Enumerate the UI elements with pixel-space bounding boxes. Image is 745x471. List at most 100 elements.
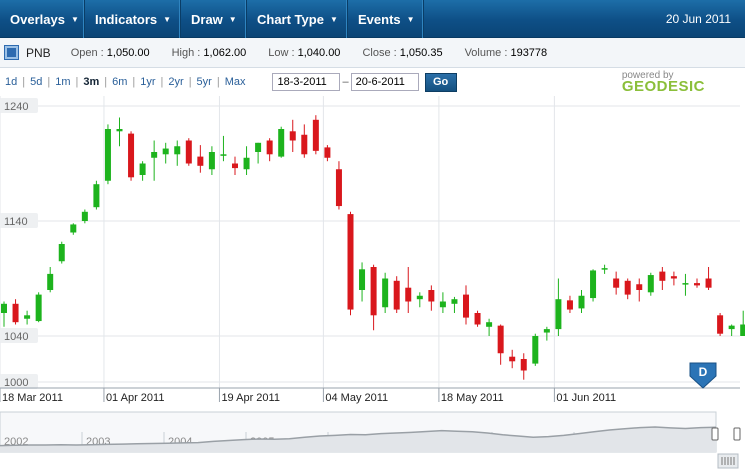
candle-body bbox=[474, 313, 481, 325]
to-date-input[interactable] bbox=[350, 73, 419, 91]
candle-body bbox=[439, 301, 446, 308]
volume-label: Volume : bbox=[464, 46, 508, 59]
candle-body bbox=[104, 129, 111, 181]
candle-body bbox=[324, 147, 331, 158]
candle-body bbox=[174, 146, 181, 155]
y-tick-label: 1240 bbox=[4, 101, 28, 113]
navigator-area bbox=[0, 427, 716, 452]
navigator-handle-right[interactable] bbox=[733, 427, 741, 441]
chevron-down-icon: ▼ bbox=[329, 14, 338, 24]
low-label: Low : bbox=[268, 46, 295, 59]
menu-chart-type[interactable]: Chart Type ▼ bbox=[247, 0, 348, 38]
candle-body bbox=[428, 290, 435, 302]
candle-body bbox=[232, 163, 238, 169]
candle-body bbox=[578, 295, 585, 309]
range-6m[interactable]: 6m bbox=[112, 76, 128, 88]
y-axis: 1000 1040 1140 1240 bbox=[0, 98, 38, 389]
candle-body bbox=[393, 280, 400, 310]
candle-body bbox=[613, 278, 620, 288]
geodesic-logo: GEODESIC bbox=[621, 78, 705, 95]
range-5d[interactable]: 5d bbox=[30, 76, 43, 88]
range-1m[interactable]: 1m bbox=[55, 76, 71, 88]
candle-body bbox=[220, 154, 227, 156]
y-tick-box bbox=[0, 328, 38, 343]
menu-label: Chart Type bbox=[257, 11, 324, 27]
menu-label: Indicators bbox=[95, 11, 158, 27]
candle-body bbox=[566, 300, 573, 310]
series-color-swatch[interactable] bbox=[4, 45, 19, 60]
y-tick-box bbox=[0, 213, 38, 228]
candle-body bbox=[208, 152, 215, 170]
navigator-line bbox=[0, 426, 717, 447]
candle-body bbox=[347, 214, 354, 310]
x-tick-label: 01 Jun 2011 bbox=[556, 392, 616, 404]
navigator-panel[interactable]: 200220032004200520062007200820092010 bbox=[0, 411, 741, 469]
candle-body bbox=[93, 184, 100, 208]
candle-body bbox=[636, 284, 643, 290]
menu-label: Draw bbox=[191, 11, 223, 27]
menu-overlays[interactable]: Overlays ▼ bbox=[0, 0, 85, 38]
range-3m[interactable]: 3m bbox=[83, 76, 100, 88]
menu-bar: Overlays ▼ Indicators ▼ Draw ▼ Chart Type ▼ … bbox=[0, 0, 745, 38]
x-axis: 18 Mar 2011 01 Apr 2011 19 Apr 2011 04 May … bbox=[0, 387, 740, 404]
candle-body bbox=[717, 315, 724, 334]
open-value: 1,050.00 bbox=[106, 46, 150, 59]
candle-body bbox=[162, 148, 169, 155]
candle-body bbox=[601, 268, 608, 270]
candle-body bbox=[359, 269, 366, 290]
candle-body bbox=[128, 133, 135, 178]
range-1d[interactable]: 1d bbox=[5, 76, 18, 88]
candle-body bbox=[47, 273, 54, 290]
event-marker-icon bbox=[689, 362, 717, 389]
range-bar: 1d| 5d| 1m| 3m| 6m| 1yr| 2yr| 5yr| Max –… bbox=[0, 68, 745, 96]
from-date-input[interactable] bbox=[272, 73, 341, 91]
brand-logo: powered by GEODESIC bbox=[622, 70, 705, 95]
menu-indicators[interactable]: Indicators ▼ bbox=[85, 0, 181, 38]
candle-body bbox=[532, 336, 539, 364]
candle-body bbox=[555, 299, 562, 330]
menu-label: Overlays bbox=[10, 11, 65, 27]
candle-body bbox=[659, 271, 666, 281]
low-value: 1,040.00 bbox=[297, 46, 341, 59]
candle-body bbox=[451, 299, 458, 304]
x-tick-label: 01 Apr 2011 bbox=[106, 392, 165, 404]
candle-body bbox=[705, 278, 712, 288]
event-marker[interactable]: D bbox=[689, 362, 717, 389]
range-5yr[interactable]: 5yr bbox=[196, 76, 212, 88]
candle-body bbox=[335, 169, 342, 207]
open-label: Open : bbox=[70, 46, 104, 59]
high-label: High : bbox=[171, 46, 201, 59]
candle-body bbox=[289, 131, 296, 141]
range-2yr[interactable]: 2yr bbox=[168, 76, 184, 88]
y-tick-label: 1000 bbox=[4, 377, 28, 389]
go-button[interactable]: Go bbox=[424, 72, 457, 92]
menu-draw[interactable]: Draw ▼ bbox=[181, 0, 247, 38]
y-tick-box bbox=[0, 98, 38, 113]
candle-body bbox=[1, 303, 7, 313]
chevron-down-icon: ▼ bbox=[163, 14, 172, 24]
x-tick-label: 04 May 2011 bbox=[325, 392, 388, 404]
candle-body bbox=[694, 283, 700, 286]
candle-body bbox=[301, 134, 308, 155]
candle-body bbox=[255, 142, 262, 152]
range-max[interactable]: Max bbox=[224, 76, 246, 88]
menu-events[interactable]: Events ▼ bbox=[348, 0, 424, 38]
candle-body bbox=[416, 295, 423, 300]
event-marker-label: D bbox=[699, 365, 708, 379]
y-tick-label: 1140 bbox=[4, 216, 28, 228]
range-1yr[interactable]: 1yr bbox=[140, 76, 156, 88]
x-tick-label: 19 Apr 2011 bbox=[221, 392, 280, 404]
candle-body bbox=[670, 276, 677, 279]
candlestick-series bbox=[1, 115, 745, 380]
x-tick-label: 18 May 2011 bbox=[441, 392, 504, 404]
candle-body bbox=[24, 315, 31, 319]
candle-body bbox=[81, 211, 88, 221]
powered-by-text: powered by bbox=[621, 70, 674, 81]
close-value: 1,050.35 bbox=[399, 46, 443, 59]
volume-value: 193778 bbox=[510, 46, 548, 59]
candle-body bbox=[58, 244, 65, 262]
candle-body bbox=[116, 129, 123, 132]
candle-body bbox=[728, 325, 735, 330]
navigator-handle-left[interactable] bbox=[711, 427, 719, 441]
